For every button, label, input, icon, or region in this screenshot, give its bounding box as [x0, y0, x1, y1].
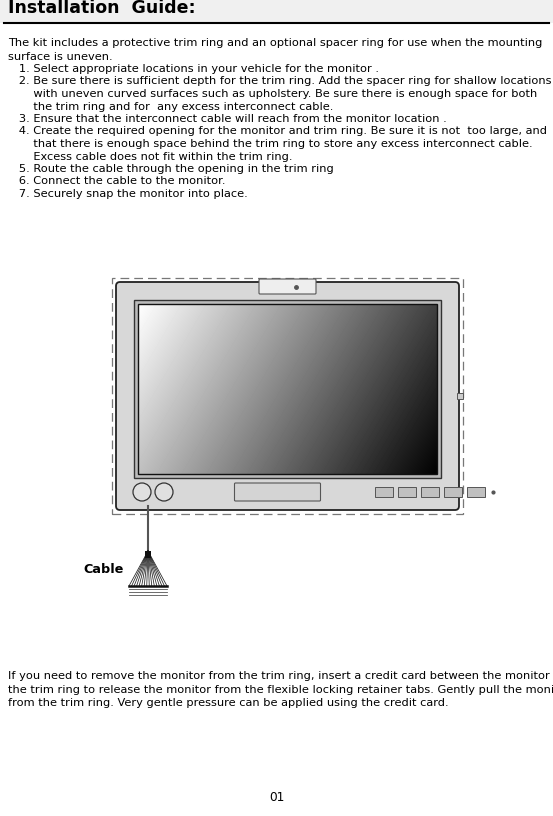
Text: the trim ring and for  any excess interconnect cable.: the trim ring and for any excess interco… — [8, 101, 333, 112]
Bar — [145, 551, 151, 558]
Circle shape — [155, 483, 173, 501]
Text: If you need to remove the monitor from the trim ring, insert a credit card betwe: If you need to remove the monitor from t… — [8, 671, 553, 708]
Text: 6. Connect the cable to the monitor.: 6. Connect the cable to the monitor. — [8, 176, 226, 187]
FancyBboxPatch shape — [259, 279, 316, 294]
Text: The kit includes a protective trim ring and an optional spacer ring for use when: The kit includes a protective trim ring … — [8, 38, 542, 61]
Text: 5. Route the cable through the opening in the trim ring: 5. Route the cable through the opening i… — [8, 164, 334, 174]
Text: 1. Select appropriate locations in your vehicle for the monitor .: 1. Select appropriate locations in your … — [8, 64, 379, 74]
Bar — [375, 487, 393, 497]
Bar — [398, 487, 416, 497]
Bar — [421, 487, 439, 497]
Text: with uneven curved surfaces such as upholstery. Be sure there is enough space fo: with uneven curved surfaces such as upho… — [8, 89, 538, 99]
Bar — [138, 304, 437, 474]
Bar — [0, 0, 553, 23]
Bar — [134, 300, 441, 478]
FancyBboxPatch shape — [234, 483, 321, 501]
Bar — [467, 487, 485, 497]
Bar — [444, 487, 462, 497]
Text: that there is enough space behind the trim ring to store any excess interconnect: that there is enough space behind the tr… — [8, 139, 533, 149]
Text: 2. Be sure there is sufficient depth for the trim ring. Add the spacer ring for : 2. Be sure there is sufficient depth for… — [8, 77, 551, 86]
Text: 4. Create the required opening for the monitor and trim ring. Be sure it is not : 4. Create the required opening for the m… — [8, 126, 547, 136]
Text: Cable: Cable — [83, 563, 123, 576]
Text: Installation  Guide:: Installation Guide: — [8, 0, 196, 17]
Text: 3. Ensure that the interconnect cable will reach from the monitor location .: 3. Ensure that the interconnect cable wi… — [8, 114, 447, 124]
Circle shape — [133, 483, 151, 501]
Text: 7. Securely snap the monitor into place.: 7. Securely snap the monitor into place. — [8, 189, 248, 199]
Bar — [112, 278, 463, 514]
FancyBboxPatch shape — [116, 282, 459, 510]
Text: Excess cable does not fit within the trim ring.: Excess cable does not fit within the tri… — [8, 152, 293, 162]
Text: 01: 01 — [269, 791, 284, 804]
